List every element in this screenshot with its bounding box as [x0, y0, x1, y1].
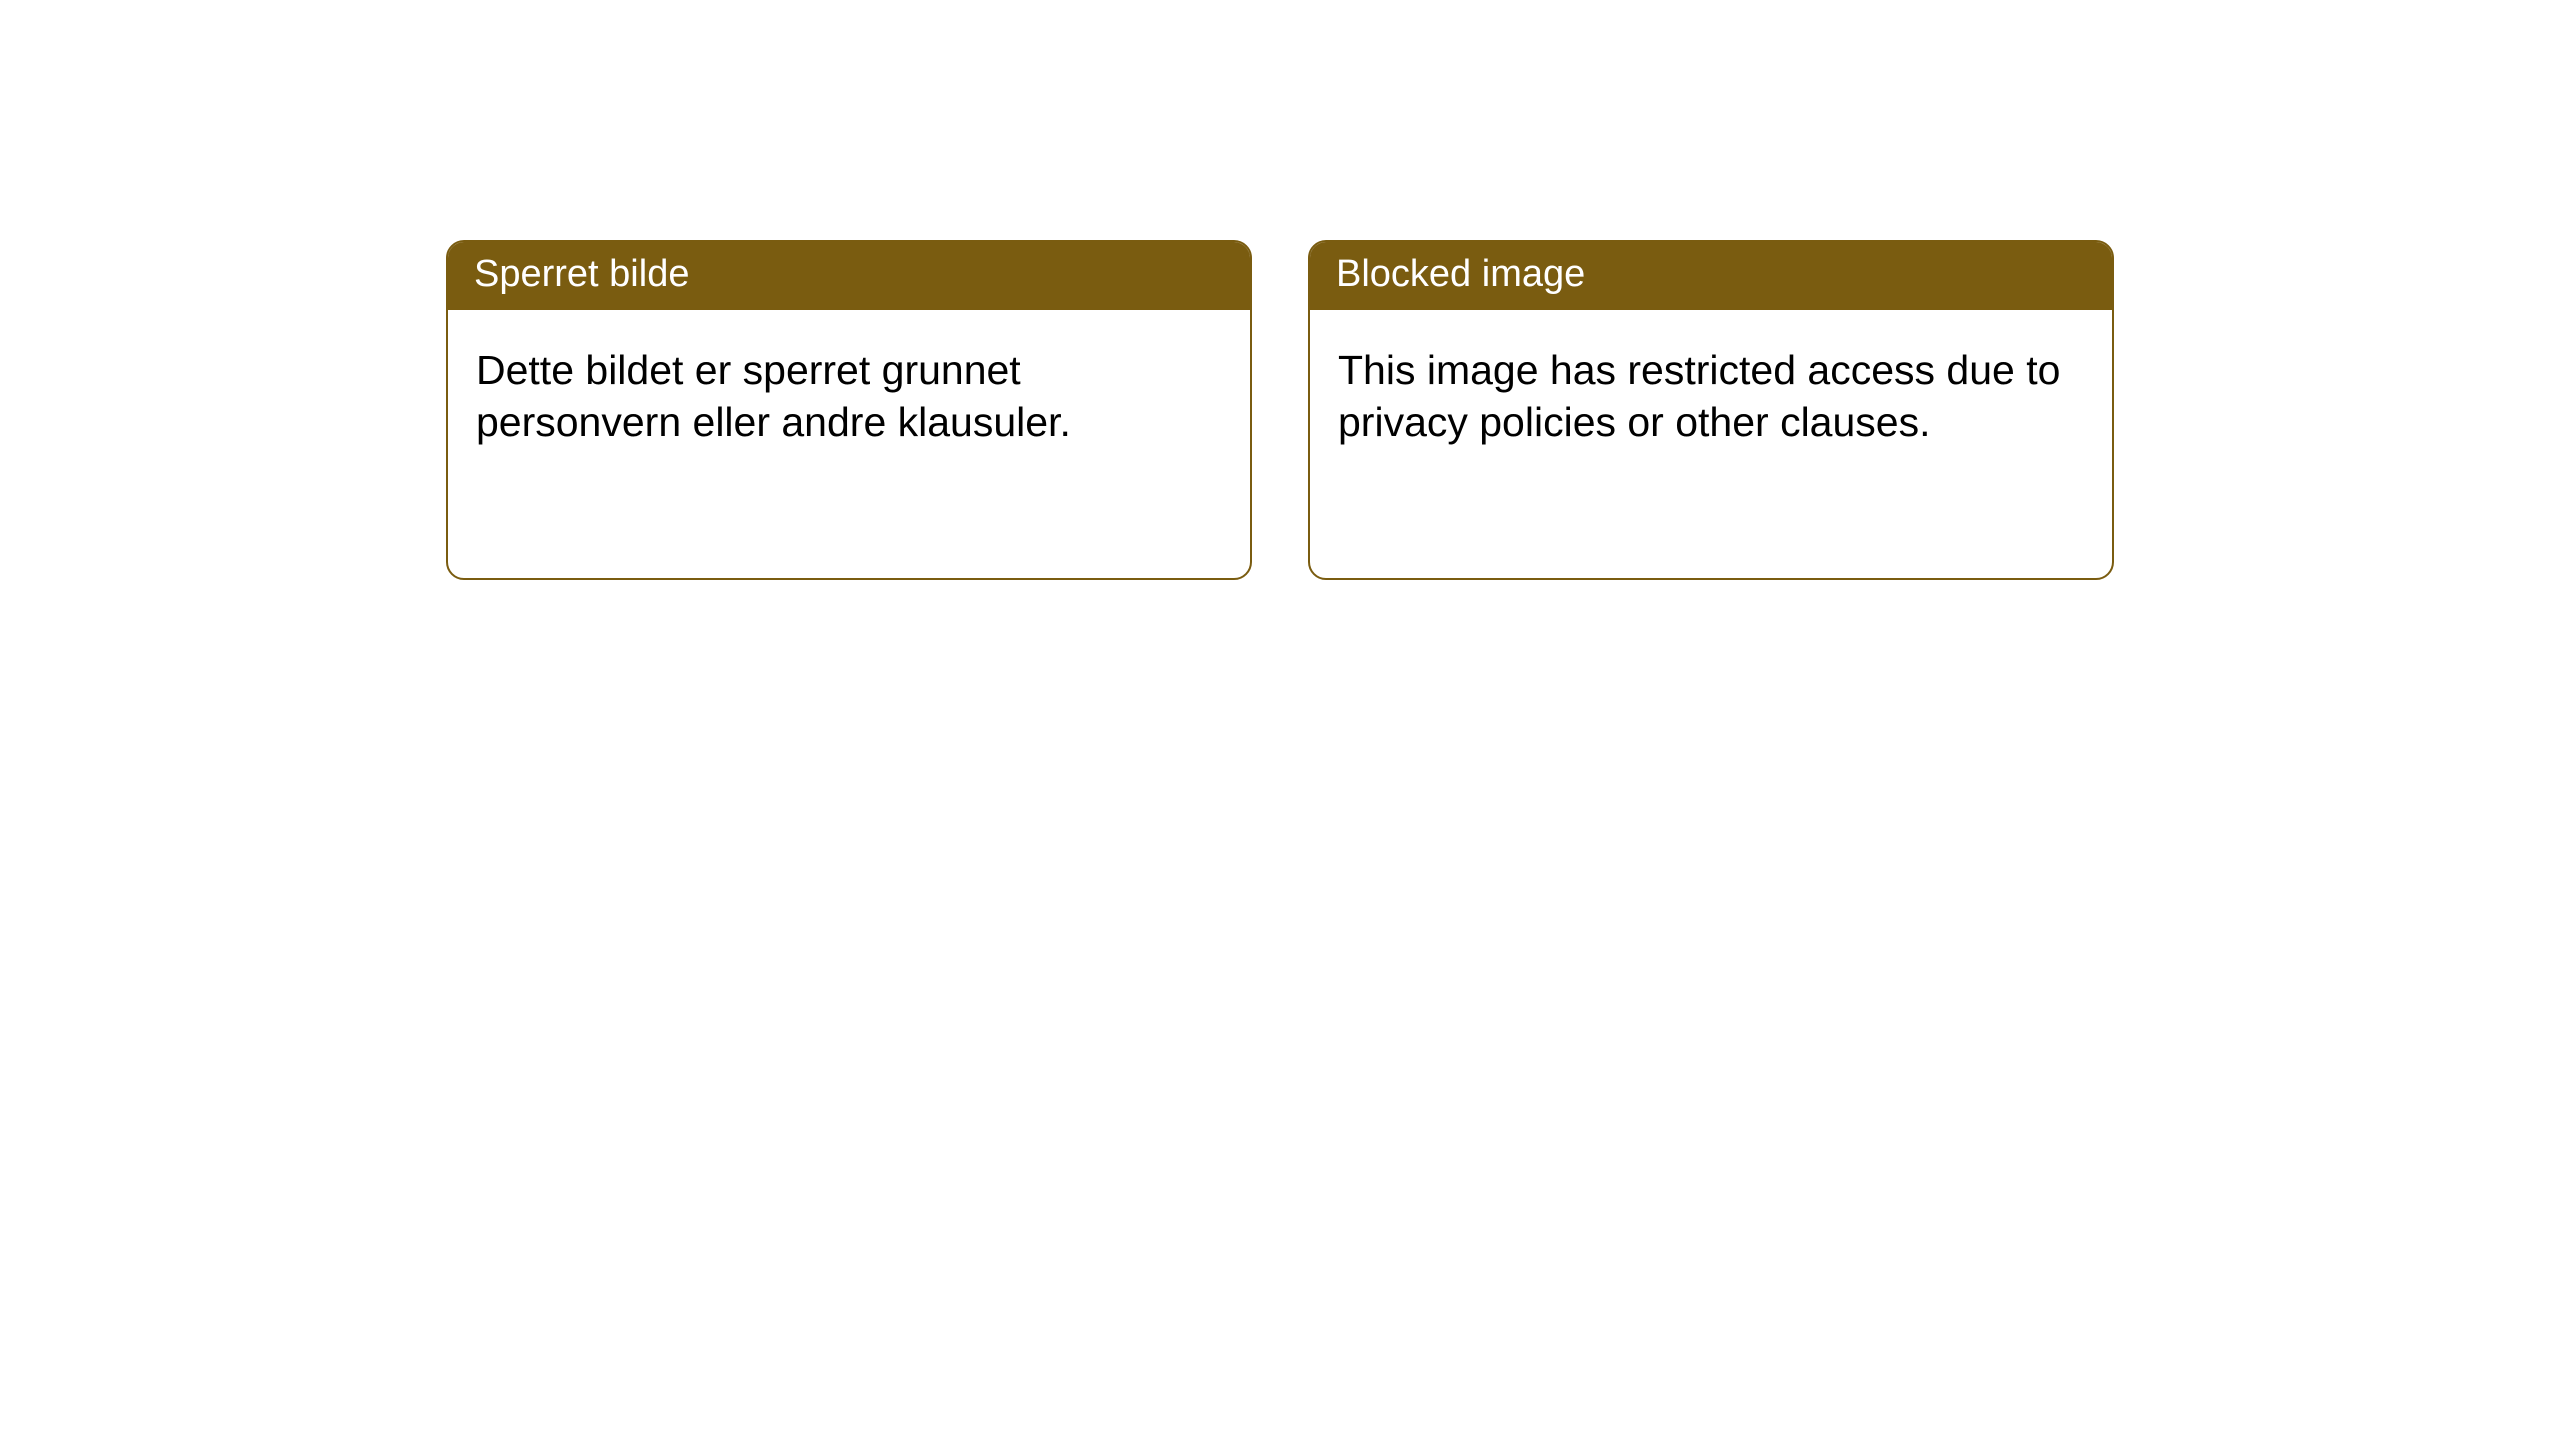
- card-body: This image has restricted access due to …: [1310, 310, 2112, 578]
- blocked-image-card-no: Sperret bilde Dette bildet er sperret gr…: [446, 240, 1252, 580]
- card-body: Dette bildet er sperret grunnet personve…: [448, 310, 1250, 578]
- card-title: Sperret bilde: [448, 242, 1250, 310]
- cards-container: Sperret bilde Dette bildet er sperret gr…: [0, 0, 2560, 580]
- card-title: Blocked image: [1310, 242, 2112, 310]
- blocked-image-card-en: Blocked image This image has restricted …: [1308, 240, 2114, 580]
- card-text: Dette bildet er sperret grunnet personve…: [476, 344, 1222, 449]
- card-text: This image has restricted access due to …: [1338, 344, 2084, 449]
